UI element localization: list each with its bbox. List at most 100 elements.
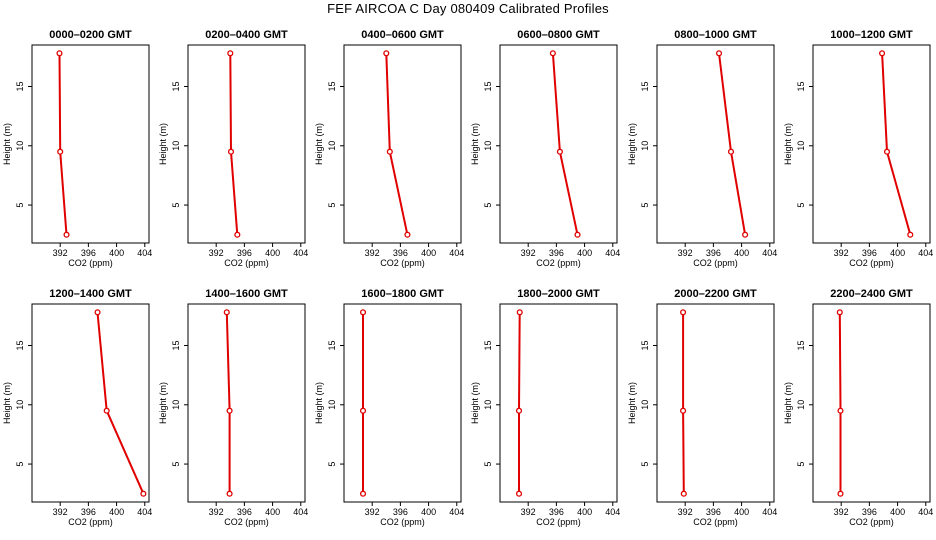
y-axis-label: Height (m) (2, 123, 12, 165)
chart-panel: 0800–1000 GMT 392 396 400 404 CO2 (ppm) 5 10 15 H… (627, 29, 777, 268)
x-tick-label: 392 (834, 507, 849, 517)
x-tick-label: 400 (109, 248, 124, 258)
y-axis-label: Height (m) (314, 123, 324, 165)
y-tick-label: 5 (483, 203, 493, 208)
x-tick-label: 404 (918, 248, 933, 258)
y-tick-label: 5 (171, 203, 181, 208)
x-tick-label: 396 (706, 248, 721, 258)
y-tick-label: 10 (796, 141, 806, 151)
y-tick-label: 10 (796, 400, 806, 410)
x-axis-label: CO2 (ppm) (224, 258, 269, 268)
plot-frame (656, 303, 775, 503)
x-axis-label: CO2 (ppm) (849, 517, 894, 527)
data-point (574, 231, 581, 238)
x-tick-label: 392 (521, 507, 536, 517)
data-point (227, 148, 235, 155)
x-tick-label: 404 (762, 248, 777, 258)
plot-frame (812, 44, 931, 244)
x-tick-label: 404 (293, 248, 308, 258)
y-axis-label: Height (m) (627, 123, 637, 165)
y-tick-label: 10 (640, 141, 650, 151)
x-tick-label: 392 (521, 248, 536, 258)
panel-title: 0000–0200 GMT (49, 29, 132, 41)
plot-frame (499, 44, 618, 244)
y-tick-label: 5 (640, 203, 650, 208)
x-tick-label: 396 (706, 507, 721, 517)
data-point (515, 490, 523, 497)
data-point (386, 148, 393, 155)
y-tick-label: 15 (327, 340, 337, 350)
x-tick-label: 400 (265, 248, 280, 258)
x-tick-label: 400 (109, 507, 124, 517)
x-tick-label: 392 (678, 507, 693, 517)
y-tick-label: 10 (327, 400, 337, 410)
y-axis-label: Height (m) (470, 123, 480, 165)
y-axis-label: Height (m) (783, 382, 793, 424)
x-tick-label: 404 (137, 507, 152, 517)
y-tick-label: 15 (15, 340, 25, 350)
chart-panel: 1800–2000 GMT 392 396 400 404 CO2 (ppm) 5 10 15 H… (470, 288, 620, 527)
x-tick-label: 396 (393, 248, 408, 258)
data-point (727, 148, 735, 155)
x-axis-label: CO2 (ppm) (536, 258, 581, 268)
plot-frame (187, 44, 306, 244)
data-point (140, 490, 147, 497)
x-axis-label: CO2 (ppm) (693, 258, 738, 268)
x-axis-label: CO2 (ppm) (693, 517, 738, 527)
x-axis-label: CO2 (ppm) (224, 517, 269, 527)
plot-frame (31, 303, 150, 503)
profile-line (682, 312, 685, 494)
y-tick-label: 15 (640, 340, 650, 350)
data-point (515, 407, 523, 414)
y-tick-label: 15 (483, 340, 493, 350)
panel-title: 1400–1600 GMT (205, 288, 288, 300)
y-axis-label: Height (m) (627, 382, 637, 424)
y-axis-label: Height (m) (158, 123, 168, 165)
data-point (879, 50, 886, 57)
y-tick-label: 5 (483, 462, 493, 467)
x-tick-label: 396 (81, 507, 96, 517)
data-point (227, 50, 234, 57)
data-point (836, 309, 843, 316)
data-point (404, 231, 411, 238)
x-tick-label: 396 (237, 507, 252, 517)
y-tick-label: 10 (15, 141, 25, 151)
x-tick-label: 392 (53, 507, 68, 517)
chart-panel: 1400–1600 GMT 392 396 400 404 CO2 (ppm) 5 10 15 H… (158, 288, 308, 527)
x-tick-label: 392 (53, 248, 68, 258)
y-axis-label: Height (m) (2, 382, 12, 424)
data-point (94, 309, 101, 316)
x-tick-label: 396 (862, 248, 877, 258)
y-tick-label: 15 (796, 340, 806, 350)
profile-line (225, 312, 231, 494)
panel-title: 1200–1400 GMT (49, 288, 132, 300)
data-point (57, 148, 64, 155)
x-tick-label: 404 (293, 507, 308, 517)
profile-line (838, 312, 842, 494)
plot-frame (343, 44, 462, 244)
panel-title: 1000–1200 GMT (830, 29, 913, 41)
data-point (680, 407, 687, 414)
x-tick-label: 404 (605, 248, 620, 258)
y-tick-label: 15 (796, 81, 806, 91)
x-tick-label: 400 (734, 248, 749, 258)
chart-panel: 1200–1400 GMT 392 396 400 404 CO2 (ppm) 5 10 15 H… (2, 288, 152, 527)
profile-line (518, 312, 521, 494)
chart-panel: 2200–2400 GMT 392 396 400 404 CO2 (ppm) 5 10 15 H… (783, 288, 933, 527)
data-point (56, 50, 63, 57)
data-point (226, 490, 233, 497)
x-tick-label: 396 (549, 248, 564, 258)
plot-frame (31, 44, 150, 244)
x-tick-label: 396 (237, 248, 252, 258)
chart-panel: 1600–1800 GMT 392 396 400 404 CO2 (ppm) 5 10 15 H… (314, 288, 464, 527)
plot-frame (343, 303, 462, 503)
panel-title: 0400–0600 GMT (361, 29, 444, 41)
y-tick-label: 15 (171, 340, 181, 350)
data-point (680, 490, 687, 497)
profile-line (58, 53, 68, 235)
x-axis-label: CO2 (ppm) (849, 258, 894, 268)
x-axis-label: CO2 (ppm) (536, 517, 581, 527)
x-tick-label: 392 (834, 248, 849, 258)
x-tick-label: 396 (549, 507, 564, 517)
y-tick-label: 5 (15, 462, 25, 467)
